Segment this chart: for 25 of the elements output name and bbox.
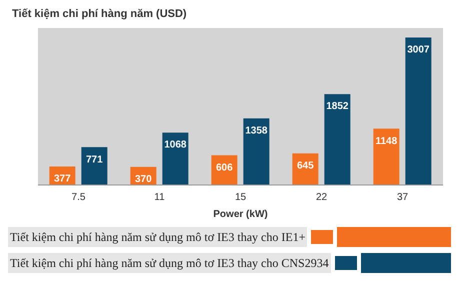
bar xyxy=(373,128,400,185)
data-label: 606 xyxy=(216,162,234,174)
bar xyxy=(162,132,188,185)
legend-label: Tiết kiệm chi phí hàng năm sử dụng mô tơ IE3 thay cho IE1+ xyxy=(8,227,308,247)
x-tick-label: 22 xyxy=(316,192,328,204)
bar xyxy=(81,147,108,185)
data-label: 1852 xyxy=(326,101,349,112)
bar xyxy=(405,37,432,185)
chart-title: Tiết kiệm chi phí hàng năm (USD) xyxy=(11,8,188,22)
data-label: 377 xyxy=(54,174,72,185)
data-label: 370 xyxy=(134,174,152,185)
x-tick-label: 11 xyxy=(154,192,166,204)
data-label: 645 xyxy=(296,160,314,172)
data-label: 1068 xyxy=(164,140,187,151)
x-tick-label: 7.5 xyxy=(72,192,86,204)
legend-label: Tiết kiệm chi phí hàng năm sử dụng mô tơ IE3 thay cho CNS2934 xyxy=(8,253,331,273)
x-tick-label: 15 xyxy=(234,192,246,204)
data-label: 771 xyxy=(86,154,104,166)
x-tick-label: 37 xyxy=(396,192,408,204)
bar xyxy=(324,94,350,185)
data-label: 3007 xyxy=(407,44,430,56)
data-label: 1148 xyxy=(375,136,398,147)
x-axis-title: Power (kW) xyxy=(213,209,268,220)
bar xyxy=(243,118,270,185)
data-label: 1358 xyxy=(245,125,268,136)
